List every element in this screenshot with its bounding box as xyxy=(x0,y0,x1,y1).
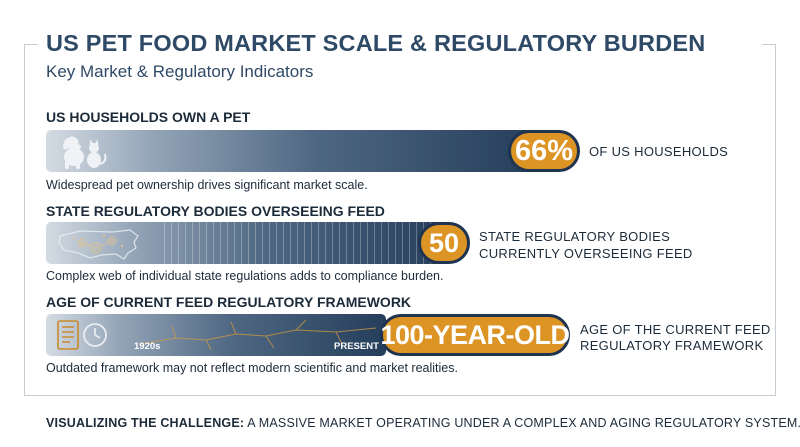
indicator-2-unit-label-line-1: STATE REGULATORY BODIES xyxy=(479,229,671,244)
indicator-1-bar xyxy=(46,130,536,172)
timeline-end-label: PRESENT xyxy=(334,341,379,352)
indicator-3-description: Outdated framework may not reflect moder… xyxy=(46,361,458,375)
frame-left xyxy=(24,44,25,396)
chart-subtitle: Key Market & Regulatory Indicators xyxy=(46,62,314,81)
indicator-3-heading: AGE OF CURRENT FEED REGULATORY FRAMEWORK xyxy=(46,294,412,310)
indicator-1-unit-label: OF US HOUSEHOLDS xyxy=(589,144,729,159)
indicator-2-value-pill: 50 xyxy=(418,222,470,264)
frame-bottom xyxy=(24,395,776,396)
footer-text: A MASSIVE MARKET OPERATING UNDER A COMPL… xyxy=(244,416,800,430)
indicator-2-unit-label-line-2: CURRENTLY OVERSEEING FEED xyxy=(479,246,693,261)
indicator-2-description: Complex web of individual state regulati… xyxy=(46,269,444,283)
indicator-3-value-pill: 100-YEAR-OLD xyxy=(380,314,570,356)
indicator-2-stripes xyxy=(164,222,446,264)
footer-caption: VISUALIZING THE CHALLENGE: A MASSIVE MAR… xyxy=(46,416,800,430)
indicator-3-bar: 1920s PRESENT xyxy=(46,314,386,356)
timeline-start-label: 1920s xyxy=(134,341,161,352)
indicator-3-unit-label-line-1: AGE OF THE CURRENT FEED xyxy=(580,322,771,337)
us-map-gears-icon xyxy=(58,229,139,260)
pets-icon xyxy=(63,136,107,169)
indicator-2-bar xyxy=(46,222,446,264)
indicator-1-value-pill: 66% xyxy=(508,130,580,172)
indicator-1-description: Widespread pet ownership drives signific… xyxy=(46,178,368,192)
indicator-1-heading: US HOUSEHOLDS OWN A PET xyxy=(46,109,251,125)
indicator-3-unit-label-line-2: REGULATORY FRAMEWORK xyxy=(580,338,764,353)
frame-right xyxy=(775,44,776,396)
frame-top-right xyxy=(762,44,776,45)
scroll-clock-icon xyxy=(57,320,107,350)
timeline-crack-lines xyxy=(140,319,377,351)
footer-bold-text: VISUALIZING THE CHALLENGE: xyxy=(46,416,245,430)
frame-top-left xyxy=(24,44,38,45)
chart-title: US PET FOOD MARKET SCALE & REGULATORY BU… xyxy=(46,30,706,56)
indicator-2-heading: STATE REGULATORY BODIES OVERSEEING FEED xyxy=(46,203,385,219)
